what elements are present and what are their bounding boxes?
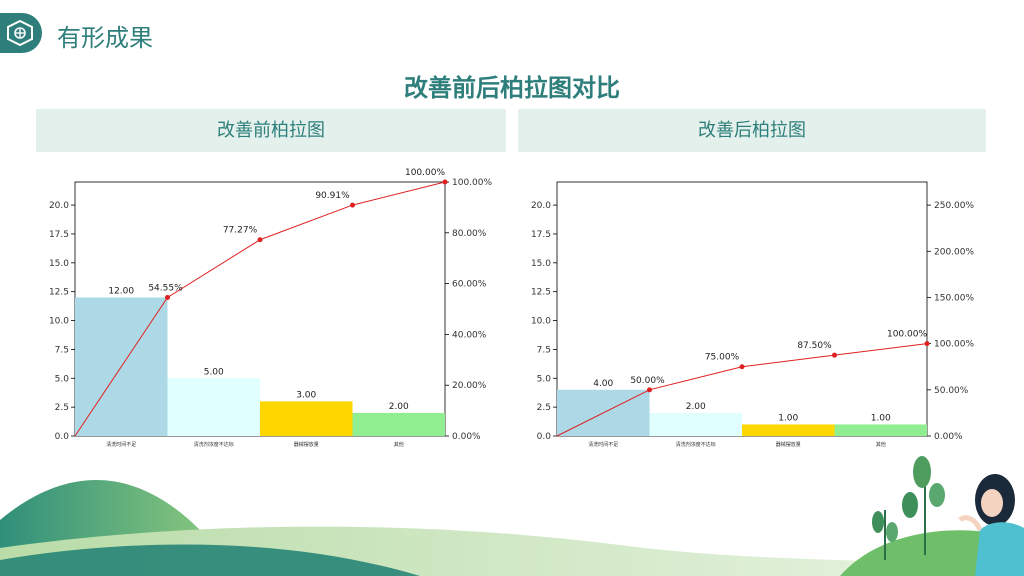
bar-value-label: 2.00 [389,402,409,412]
cumulative-label: 90.91% [315,191,350,201]
bar [352,412,445,436]
y-tick-label: 10.0 [49,317,69,327]
cumulative-point [924,341,930,347]
cumulative-point [832,352,837,358]
cumulative-label: 100.00% [405,168,445,178]
bar-value-label: 1.00 [871,413,891,423]
category-tick-label: 器械摆放量 [776,441,801,448]
bar-value-label: 4.00 [593,379,613,389]
y2-tick-label: 60.00% [452,280,487,290]
y-tick-label: 2.5 [55,403,69,413]
bar-value-label: 2.00 [686,402,706,412]
chart-after: 4.00 清洗时间不足 2.00 清洗剂浓度不达标 1.00 器械摆放量 1.00 其他 0.0… [531,181,974,448]
y-tick-label: 17.5 [531,230,551,240]
page-title: 有形成果 [57,24,153,52]
hill-dark [0,544,420,576]
cumulative-point [647,387,652,393]
y2-tick-label: 100.00% [452,178,492,188]
cumulative-label: 75.00% [705,353,740,363]
y2-tick-label: 250.00% [934,201,974,211]
header-badge [0,13,42,53]
bar-value-label: 5.00 [204,367,224,377]
cumulative-point [165,294,170,300]
y-tick-label: 5.0 [55,374,70,384]
y-tick-label: 5.0 [537,374,552,384]
y2-tick-label: 50.00% [934,386,969,396]
y-tick-label: 17.5 [49,230,69,240]
y-tick-label: 15.0 [49,259,69,269]
y-tick-label: 7.5 [55,345,69,355]
bar [742,424,835,436]
y2-tick-label: 80.00% [452,229,487,239]
category-tick-label: 清洗剂浓度不达标 [194,441,234,448]
category-tick-label: 清洗剂浓度不达标 [676,441,716,448]
bar-value-label: 12.00 [108,286,134,296]
y-tick-label: 20.0 [531,201,551,211]
hexagon-icon [7,19,33,47]
category-tick-label: 清洗时间不足 [106,441,136,448]
y2-tick-label: 100.00% [934,340,974,350]
cumulative-label: 87.50% [797,341,832,351]
bar [649,412,742,436]
bar [834,424,927,436]
y-tick-label: 10.0 [531,317,551,327]
chart-before: 12.00 清洗时间不足 5.00 清洗剂浓度不达标 3.00 器械摆放量 2.00 其他 0.… [49,168,493,448]
cumulative-point [257,237,263,243]
chart-before-title: 改善前柏拉图 [36,109,506,152]
y-tick-label: 0.0 [537,432,552,442]
y-tick-label: 12.5 [49,288,69,298]
cumulative-point [739,364,745,370]
y2-tick-label: 200.00% [934,247,974,257]
y2-tick-label: 0.00% [452,432,481,442]
y2-tick-label: 20.00% [452,381,487,391]
cumulative-label: 50.00% [630,376,665,386]
y2-tick-label: 0.00% [934,432,963,442]
y-tick-label: 7.5 [537,345,551,355]
category-tick-label: 清洗时间不足 [588,441,618,448]
cumulative-label: 100.00% [887,330,927,340]
y2-tick-label: 150.00% [934,293,974,303]
y2-tick-label: 40.00% [452,330,487,340]
y-tick-label: 0.0 [55,432,70,442]
y-tick-label: 2.5 [537,403,551,413]
bar-value-label: 1.00 [778,413,798,423]
chart-after-title: 改善后柏拉图 [518,109,986,152]
person-illustration-icon [958,474,1024,576]
category-tick-label: 其他 [876,441,886,448]
category-tick-label: 其他 [394,441,404,448]
cumulative-label: 54.55% [148,283,183,293]
category-tick-label: 器械摆放量 [294,441,319,448]
main-title: 改善前后柏拉图对比 [404,74,620,102]
y-tick-label: 15.0 [531,259,551,269]
cumulative-point [442,179,448,185]
bar [260,401,353,436]
y-tick-label: 12.5 [531,288,551,298]
plant-icon [872,456,945,560]
cumulative-label: 77.27% [223,226,258,236]
y-tick-label: 20.0 [49,201,69,211]
bar [167,378,260,436]
bar-value-label: 3.00 [296,390,316,400]
cumulative-point [350,202,355,208]
